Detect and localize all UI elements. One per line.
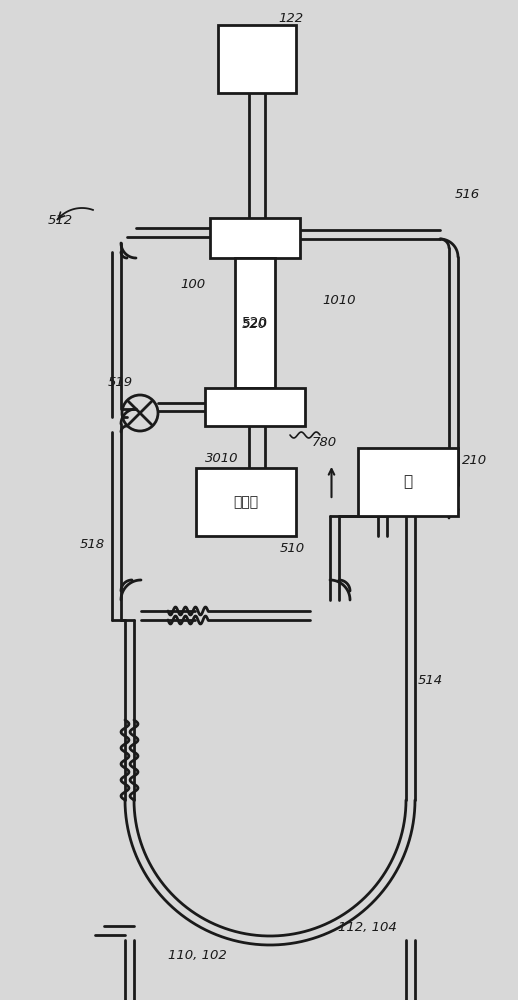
Bar <box>235 258 275 388</box>
Text: 520: 520 <box>242 316 268 330</box>
Bar <box>196 468 296 536</box>
Text: 3010: 3010 <box>205 452 238 464</box>
Text: 510: 510 <box>280 542 305 554</box>
Bar <box>218 25 296 93</box>
Bar <box>358 448 458 516</box>
Text: 110, 102: 110, 102 <box>168 948 227 962</box>
Text: 发动机: 发动机 <box>234 495 258 509</box>
Text: 780: 780 <box>312 436 337 450</box>
Text: 100: 100 <box>180 278 205 292</box>
Text: 516: 516 <box>455 188 480 202</box>
Text: 122: 122 <box>278 11 303 24</box>
Bar <box>210 218 300 258</box>
Text: 514: 514 <box>418 674 443 686</box>
Text: 519: 519 <box>108 376 133 389</box>
Text: 1010: 1010 <box>322 294 355 306</box>
Text: 512: 512 <box>48 214 73 227</box>
Text: 518: 518 <box>80 538 105 552</box>
Text: 泵: 泵 <box>404 475 412 489</box>
Text: 520: 520 <box>242 318 267 332</box>
Bar <box>205 388 305 426</box>
Text: 112, 104: 112, 104 <box>338 922 397 934</box>
Text: 210: 210 <box>462 454 487 466</box>
